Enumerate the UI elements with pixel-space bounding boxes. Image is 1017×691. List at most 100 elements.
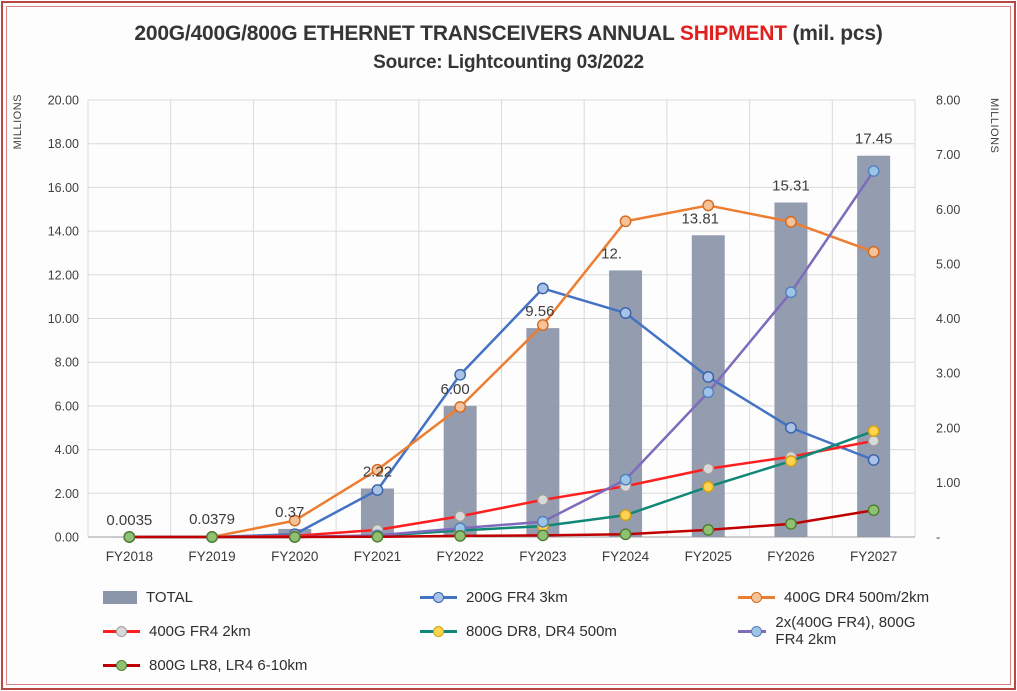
left-axis-tick: 20.00 [48, 94, 79, 108]
series-marker-5 [371, 530, 384, 543]
legend-item-400g-fr4-2km: 400G FR4 2km [103, 620, 420, 642]
right-axis-unit-label: MILLIONS [988, 98, 1000, 154]
line-marker-swatch-icon [420, 591, 457, 604]
series-marker-3 [867, 425, 880, 437]
left-axis-tick: 18.00 [48, 137, 79, 151]
bar-value-label: 0.0035 [106, 512, 152, 529]
bar-value-label: 0.0379 [189, 511, 235, 528]
bar-value-label: 6.00 [441, 381, 470, 398]
series-marker-0 [536, 282, 549, 295]
series-marker-5 [288, 531, 301, 543]
right-axis-tick: 2.00 [936, 421, 960, 435]
chart-title-highlight: SHIPMENT [679, 22, 787, 45]
right-axis-tick: 1.00 [936, 476, 960, 490]
series-marker-2 [454, 510, 467, 523]
legend-label-400g-dr4-500m-2km: 400G DR4 500m/2km [784, 588, 930, 606]
series-marker-5 [206, 531, 218, 543]
line-marker-swatch-icon [738, 591, 775, 604]
series-line-5 [129, 509, 874, 539]
right-axis-tick: 5.00 [936, 257, 960, 271]
series-marker-1 [867, 245, 880, 258]
series-marker-5 [785, 517, 797, 530]
line-marker-swatch-icon [420, 625, 457, 638]
series-marker-1 [536, 319, 549, 331]
legend-label-200g-fr4-3km: 200G FR4 3km [466, 588, 568, 606]
series-marker-3 [702, 480, 715, 493]
legend-item-800g-lr8-lr4-6-10km: 800G LR8, LR4 6-10km [103, 654, 420, 676]
legend-item-800g-dr8-dr4-500m: 800G DR8, DR4 500m [420, 620, 738, 642]
series-marker-1 [288, 514, 301, 527]
x-axis-label: FY2026 [767, 549, 814, 564]
left-axis-tick: 2.00 [55, 487, 79, 501]
series-marker-2 [536, 493, 549, 506]
series-marker-4 [619, 473, 632, 486]
series-marker-3 [619, 509, 632, 522]
line-marker-swatch-icon [103, 625, 140, 638]
right-axis-tick: - [936, 531, 940, 545]
bar-value-label: 0.37 [275, 504, 304, 521]
chart-title: 200G/400G/800G ETHERNET TRANSCEIVERS ANN… [0, 22, 1017, 46]
series-marker-5 [536, 529, 549, 542]
total-bar [857, 155, 891, 537]
left-axis-tick: 8.00 [55, 356, 79, 370]
line-marker-swatch-icon [103, 659, 140, 672]
total-bar-swatch-icon [103, 590, 137, 604]
left-axis-tick: 0.00 [55, 531, 79, 545]
bar-value-label: 17.45 [855, 131, 893, 148]
series-marker-3 [785, 455, 797, 467]
bar-value-label: 13.81 [681, 210, 719, 227]
x-axis-label: FY2024 [602, 549, 650, 564]
line-marker-swatch-icon [738, 625, 767, 638]
legend-item-400g-dr4-500m-2km: 400G DR4 500m/2km [738, 586, 933, 608]
right-axis-tick: 7.00 [936, 148, 960, 162]
left-axis-tick: 16.00 [48, 181, 79, 195]
series-marker-0 [702, 371, 715, 383]
series-line-1 [129, 204, 875, 539]
right-axis-tick: 6.00 [936, 203, 960, 217]
series-marker-4 [867, 165, 880, 177]
legend-label-800g-dr8-dr4-500m: 800G DR8, DR4 500m [466, 622, 617, 640]
chart-subtitle: Source: Lightcounting 03/2022 [373, 52, 644, 73]
x-axis-label: FY2027 [850, 549, 897, 564]
legend-label-total: TOTAL [146, 588, 193, 606]
series-marker-4 [785, 286, 797, 299]
series-marker-1 [619, 215, 632, 228]
series-marker-2 [867, 434, 880, 447]
series-marker-0 [619, 307, 632, 319]
left-axis-tick: 12.00 [48, 268, 79, 282]
series-marker-1 [454, 401, 467, 413]
series-marker-5 [619, 528, 632, 541]
series-marker-0 [867, 454, 880, 466]
legend-item-total: TOTAL [103, 586, 420, 608]
series-marker-5 [702, 523, 715, 536]
bar-value-label: 2.22 [363, 463, 392, 480]
bar-value-label: 15.31 [772, 177, 810, 194]
chart-title-suffix: (mil. pcs) [786, 22, 883, 45]
series-marker-5 [867, 504, 880, 517]
x-axis-label: FY2019 [188, 549, 235, 564]
legend-item-200g-fr4-3km: 200G FR4 3km [420, 586, 738, 608]
series-marker-0 [371, 484, 384, 496]
series-marker-5 [123, 531, 136, 543]
legend-label-800g-lr8-lr4-6-10km: 800G LR8, LR4 6-10km [149, 656, 308, 674]
bar-value-label: 9.56 [525, 303, 554, 320]
legend-label-2x400g-fr4-800g-fr4-2km: 2x(400G FR4), 800G FR4 2km [775, 614, 916, 648]
series-marker-4 [702, 386, 715, 399]
series-marker-0 [785, 421, 797, 434]
series-marker-1 [785, 215, 797, 228]
x-axis-label: FY2022 [437, 549, 484, 564]
left-axis-tick: 10.00 [48, 312, 79, 326]
right-axis-tick: 3.00 [936, 367, 960, 381]
legend: TOTAL 200G FR4 3km 400G DR4 500m/2km 400… [103, 586, 933, 676]
total-bar [774, 202, 808, 537]
bar-value-label: 12. [601, 245, 622, 262]
series-marker-1 [702, 199, 715, 212]
legend-label-400g-fr4-2km: 400G FR4 2km [149, 622, 251, 640]
legend-item-2x400g-fr4-800g-fr4-2km: 2x(400G FR4), 800G FR4 2km [738, 614, 933, 648]
x-axis-label: FY2018 [106, 549, 153, 564]
x-axis-label: FY2025 [685, 549, 732, 564]
series-marker-4 [536, 515, 549, 528]
series-marker-1 [371, 463, 384, 476]
left-axis-tick: 6.00 [55, 399, 79, 413]
x-axis-label: FY2023 [519, 549, 566, 564]
